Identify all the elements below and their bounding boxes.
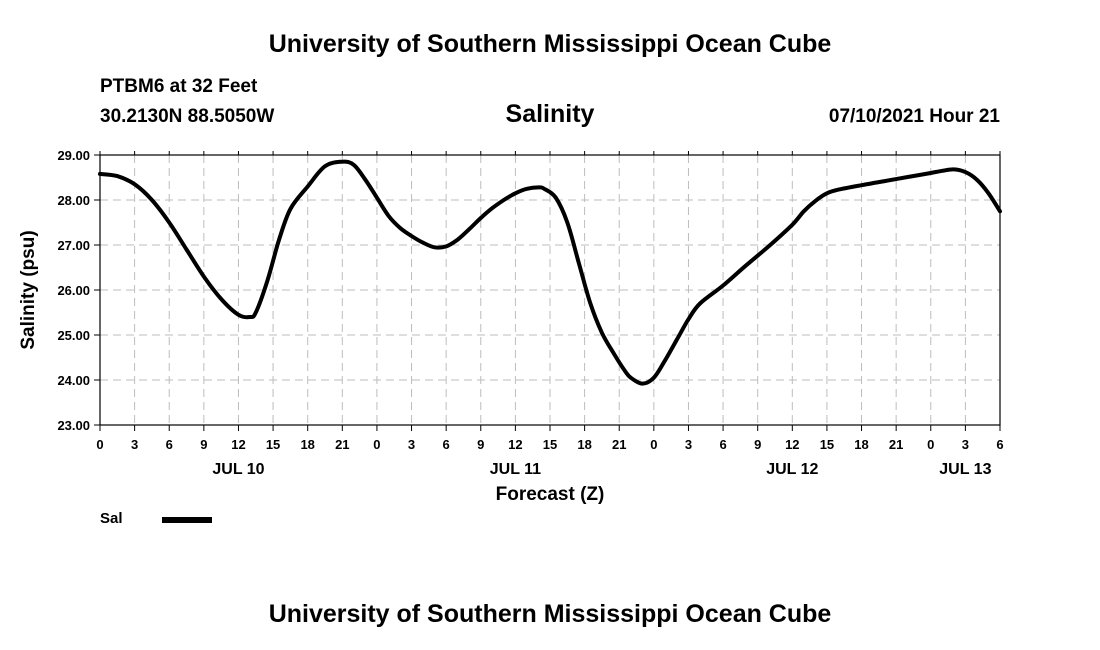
- x-tick-label: 0: [927, 437, 934, 452]
- date-label: JUL 11: [490, 461, 541, 478]
- x-tick-label: 15: [543, 437, 557, 452]
- x-tick-label: 3: [131, 437, 138, 452]
- y-tick-label: 29.00: [57, 148, 90, 163]
- x-tick-label: 18: [854, 437, 868, 452]
- x-tick-label: 3: [685, 437, 692, 452]
- y-axis-title: Salinity (psu): [18, 230, 39, 349]
- x-tick-label: 9: [477, 437, 484, 452]
- y-tick-label: 23.00: [57, 418, 90, 433]
- chart-title: Salinity: [505, 100, 595, 128]
- x-tick-label: 3: [962, 437, 969, 452]
- x-tick-label: 6: [443, 437, 450, 452]
- x-tick-label: 12: [231, 437, 245, 452]
- station-label: PTBM6 at 32 Feet: [100, 76, 258, 97]
- x-tick-label: 18: [300, 437, 314, 452]
- x-tick-label: 6: [996, 437, 1003, 452]
- coordinates-label: 30.2130N 88.5050W: [100, 106, 275, 127]
- x-tick-label: 12: [508, 437, 522, 452]
- page-title: University of Southern Mississippi Ocean…: [268, 30, 832, 58]
- x-tick-label: 21: [612, 437, 626, 452]
- y-tick-label: 27.00: [57, 238, 90, 253]
- series-line-sal: [98, 159, 1002, 386]
- date-label: JUL 10: [212, 461, 264, 478]
- x-tick-label: 0: [650, 437, 657, 452]
- x-tick-label: 0: [373, 437, 380, 452]
- x-tick-label: 21: [889, 437, 903, 452]
- grid-lines: [100, 155, 1000, 425]
- legend-label: Sal: [100, 510, 123, 527]
- x-tick-label: 0: [96, 437, 103, 452]
- x-tick-label: 18: [577, 437, 591, 452]
- legend-line-swatch: [162, 517, 212, 523]
- x-tick-label: 15: [266, 437, 280, 452]
- y-tick-label: 24.00: [57, 373, 90, 388]
- x-tick-label: 3: [408, 437, 415, 452]
- axis-tick-labels: 23.00 24.00 25.00 26.00 27.00 28.00 29.00 0 3 6 9 1…: [57, 148, 1003, 478]
- x-tick-label: 6: [166, 437, 173, 452]
- x-axis-title: Forecast (Z): [496, 484, 605, 505]
- footer-title: University of Southern Mississippi Ocean…: [268, 600, 832, 628]
- y-tick-label: 26.00: [57, 283, 90, 298]
- x-tick-label: 21: [335, 437, 349, 452]
- timestamp-label: 07/10/2021 Hour 21: [828, 106, 1000, 127]
- date-label: JUL 12: [766, 461, 818, 478]
- x-tick-label: 6: [719, 437, 726, 452]
- x-tick-label: 12: [785, 437, 799, 452]
- y-tick-label: 25.00: [57, 328, 90, 343]
- x-tick-label: 15: [820, 437, 834, 452]
- x-tick-label: 9: [200, 437, 207, 452]
- axis-ticks: [94, 151, 1001, 431]
- y-tick-label: 28.00: [57, 193, 90, 208]
- date-label: JUL 13: [939, 461, 991, 478]
- x-tick-label: 9: [754, 437, 761, 452]
